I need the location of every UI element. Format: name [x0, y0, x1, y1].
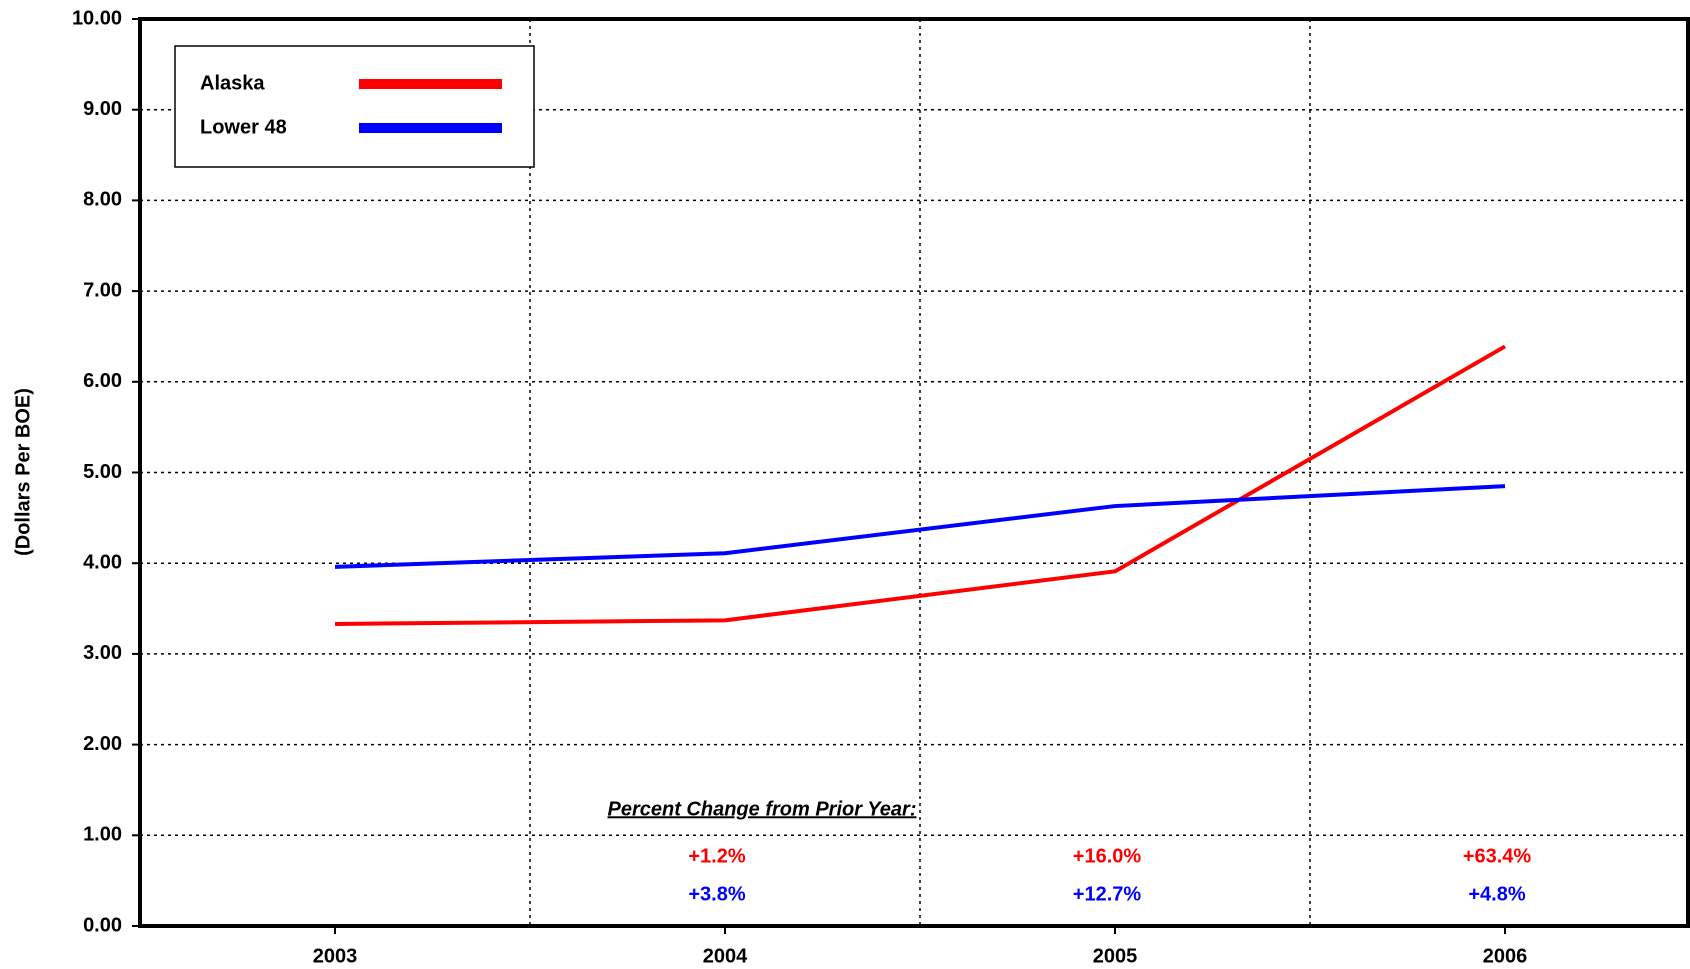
line-series	[334, 344, 1506, 626]
plot-frame	[138, 17, 1690, 928]
y-tick-label: 9.00	[83, 98, 122, 120]
y-tick-label: 2.00	[83, 733, 122, 755]
x-tick-label: 2004	[703, 945, 748, 967]
x-tick-label: 2006	[1483, 945, 1528, 967]
y-tick-label: 5.00	[83, 461, 122, 483]
legend-label: Alaska	[200, 72, 265, 94]
annotation: Percent Change from Prior Year:	[608, 798, 917, 820]
change-label: +63.4%	[1463, 845, 1532, 867]
y-tick-label: 8.00	[83, 189, 122, 211]
y-tick-label: 10.00	[72, 7, 122, 29]
y-tick-label: 6.00	[83, 370, 122, 392]
line-series	[334, 484, 1506, 569]
x-tick-label: 2003	[313, 945, 358, 967]
change-label: +12.7%	[1073, 883, 1142, 905]
y-tick-label: 1.00	[83, 824, 122, 846]
x-tick-label: 2005	[1093, 945, 1138, 967]
y-tick-label: 0.00	[83, 914, 122, 936]
change-label: +3.8%	[688, 883, 745, 905]
y-tick-label: 3.00	[83, 642, 122, 664]
y-axis-label: (Dollars Per BOE)	[12, 388, 34, 556]
change-label: +16.0%	[1073, 845, 1142, 867]
change-label: +4.8%	[1468, 883, 1525, 905]
y-tick-label: 7.00	[83, 279, 122, 301]
change-label: +1.2%	[688, 845, 745, 867]
legend-box	[174, 45, 535, 168]
y-tick-label: 4.00	[83, 551, 122, 573]
legend-label: Lower 48	[200, 116, 287, 138]
